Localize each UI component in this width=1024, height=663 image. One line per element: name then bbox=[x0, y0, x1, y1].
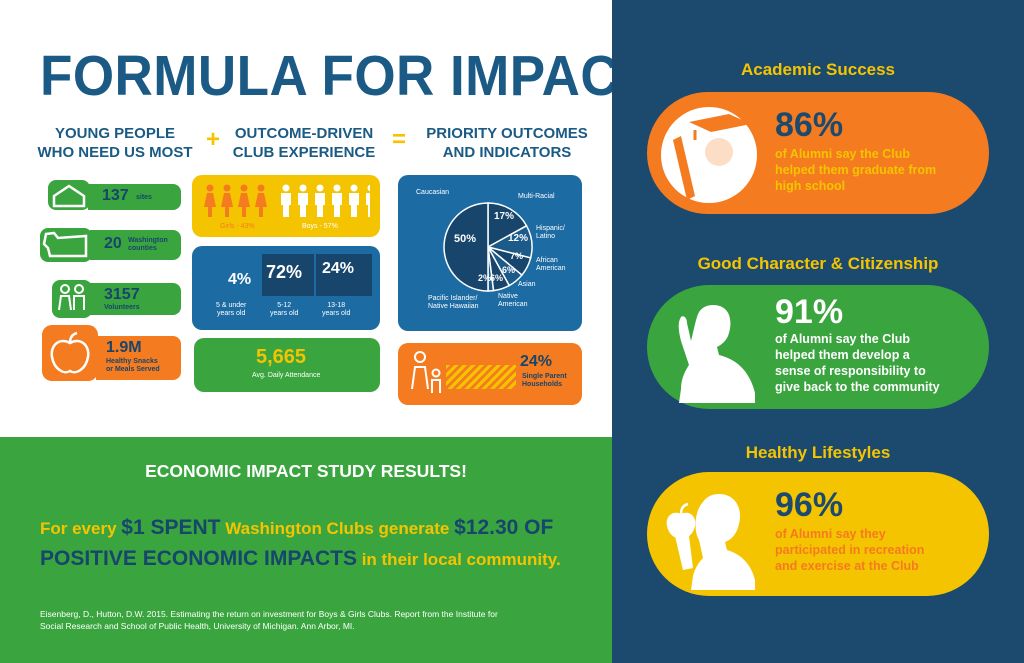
meals-icon-box bbox=[42, 325, 98, 381]
daily-attendance: 5,665 Avg. Daily Attendance bbox=[194, 338, 380, 392]
economic-heading: ECONOMIC IMPACT STUDY RESULTS! bbox=[145, 461, 467, 481]
economic-statement: For every $1 SPENT Washington Clubs gene… bbox=[40, 516, 561, 570]
boy-figure-icon bbox=[298, 184, 308, 217]
people-icon bbox=[58, 284, 85, 311]
pie-label-african-american: African American bbox=[536, 257, 566, 272]
column-heading-club-experience: OUTCOME-DRIVEN CLUB EXPERIENCE bbox=[232, 125, 376, 161]
girl-figure-icon bbox=[221, 184, 233, 217]
boy-figure-icon bbox=[349, 184, 359, 217]
pie-pct-caucasian: 50% bbox=[454, 233, 477, 245]
plus-sign: + bbox=[206, 126, 221, 153]
girl-figure-icon bbox=[204, 184, 216, 217]
graduate-icon bbox=[661, 107, 757, 203]
pie-label-asian: Asian bbox=[518, 281, 536, 288]
counties-icon-box bbox=[40, 228, 92, 262]
volunteers-icon-box bbox=[52, 280, 92, 318]
column-heading-young-people: YOUNG PEOPLE WHO NEED US MOST bbox=[37, 125, 193, 161]
boys-label: Boys - 57% bbox=[302, 223, 338, 230]
girl-figure-icon bbox=[238, 184, 250, 217]
section-title-academic: Academic Success bbox=[740, 60, 896, 79]
pie-pct-african-american: 7% bbox=[510, 251, 524, 261]
pie-label-hispanic: Hispanic/ Latino bbox=[536, 225, 565, 240]
pie-pct-hispanic: 12% bbox=[508, 233, 529, 244]
house-icon bbox=[52, 184, 86, 208]
column-heading-priority-outcomes: PRIORITY OUTCOMES AND INDICATORS bbox=[426, 125, 588, 161]
academic-pct: 86% bbox=[775, 106, 844, 144]
pie-label-multiracial: Multi-Racial bbox=[518, 193, 555, 200]
boy-figure-icon bbox=[281, 184, 291, 217]
girls-label: Girls - 43% bbox=[220, 223, 255, 230]
age-label-middle: 5-12 years old bbox=[270, 302, 299, 317]
single-parent-households: 24% Single Parent Households bbox=[398, 343, 582, 405]
sites-icon-box bbox=[48, 180, 90, 210]
pie-pct-asian: 6% bbox=[502, 265, 516, 275]
page-title: FORMULA FOR IMPACT bbox=[40, 44, 653, 108]
single-parent-bar bbox=[446, 365, 516, 389]
citation: Eisenberg, D., Hutton, D.W. 2015. Estima… bbox=[40, 609, 498, 631]
section-title-healthy: Healthy Lifestyles bbox=[745, 443, 891, 462]
character-pct: 91% bbox=[775, 293, 844, 331]
academic-success-pill: 86% of Alumni say the Club helped them g… bbox=[647, 92, 989, 214]
age-label-young: 5 & under years old bbox=[216, 302, 247, 317]
economic-impact-panel: ECONOMIC IMPACT STUDY RESULTS! For every… bbox=[0, 437, 612, 663]
pie-label-native-american: Native American bbox=[498, 293, 528, 308]
pie-label-caucasian: Caucasian bbox=[416, 189, 450, 196]
healthy-lifestyles-pill: 96% of Alumni say they participated in r… bbox=[647, 472, 989, 596]
demographics-pie-chart bbox=[443, 202, 533, 292]
apple-eater-icon bbox=[666, 494, 755, 590]
academic-description: of Alumni say the Club helped them gradu… bbox=[775, 147, 937, 193]
parent-child-icon bbox=[411, 351, 441, 393]
gender-breakdown: Girls - 43% Boys - 57% bbox=[192, 175, 380, 237]
gender-icon-row bbox=[204, 184, 370, 217]
age-label-teen: 13-18 years old bbox=[322, 302, 351, 317]
apple-icon bbox=[50, 331, 90, 374]
healthy-pct: 96% bbox=[775, 486, 844, 524]
pie-pct-pacific-islander: 2% bbox=[478, 273, 492, 283]
section-title-character: Good Character & Citizenship bbox=[697, 254, 939, 273]
counties-stat: 20 Washington counties bbox=[90, 230, 181, 260]
age-group-young: 4% bbox=[200, 266, 256, 296]
washington-state-icon bbox=[42, 231, 88, 258]
age-group-middle: 72% bbox=[262, 254, 314, 296]
healthy-description: of Alumni say they participated in recre… bbox=[775, 527, 925, 573]
demographics-pie-panel: Caucasian Multi-Racial Hispanic/ Latino … bbox=[398, 175, 582, 331]
boy-figure-icon bbox=[315, 184, 325, 217]
volunteers-stat: 3157 Volunteers bbox=[90, 283, 181, 315]
pie-pct-native-american: 6% bbox=[490, 273, 504, 283]
boy-figure-icon bbox=[332, 184, 342, 217]
girl-figure-icon bbox=[255, 184, 267, 217]
sites-stat: 137 sites bbox=[88, 184, 181, 210]
pie-slice bbox=[487, 202, 528, 249]
good-character-pill: 91% of Alumni say the Club helped them d… bbox=[647, 285, 989, 409]
age-breakdown: 4% 72% 24% 5 & under years old 5-12 year… bbox=[192, 246, 380, 330]
pie-pct-multiracial: 17% bbox=[494, 211, 515, 222]
pie-slice bbox=[443, 202, 489, 292]
pie-label-pacific-islander: Pacific Islander/ Native Hawaiian bbox=[428, 295, 479, 310]
age-group-teen: 24% bbox=[316, 254, 372, 296]
character-description: of Alumni say the Club helped them devel… bbox=[775, 332, 940, 394]
meals-stat: 1.9M Healthy Snacks or Meals Served bbox=[96, 336, 181, 380]
boy-figure-icon bbox=[366, 184, 370, 217]
pledge-icon bbox=[678, 305, 755, 403]
equals-sign: = bbox=[392, 126, 407, 153]
